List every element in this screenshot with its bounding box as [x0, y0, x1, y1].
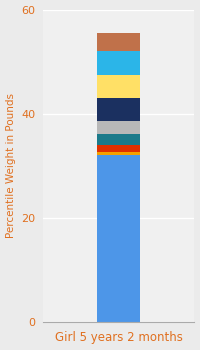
Bar: [97, 98, 140, 121]
Y-axis label: Percentile Weight in Pounds: Percentile Weight in Pounds: [6, 93, 16, 238]
Bar: [97, 121, 140, 134]
Bar: [97, 33, 140, 51]
Bar: [97, 155, 140, 322]
Bar: [97, 152, 140, 155]
Bar: [97, 75, 140, 98]
Bar: [97, 145, 140, 152]
Bar: [97, 51, 140, 75]
Bar: [97, 134, 140, 145]
